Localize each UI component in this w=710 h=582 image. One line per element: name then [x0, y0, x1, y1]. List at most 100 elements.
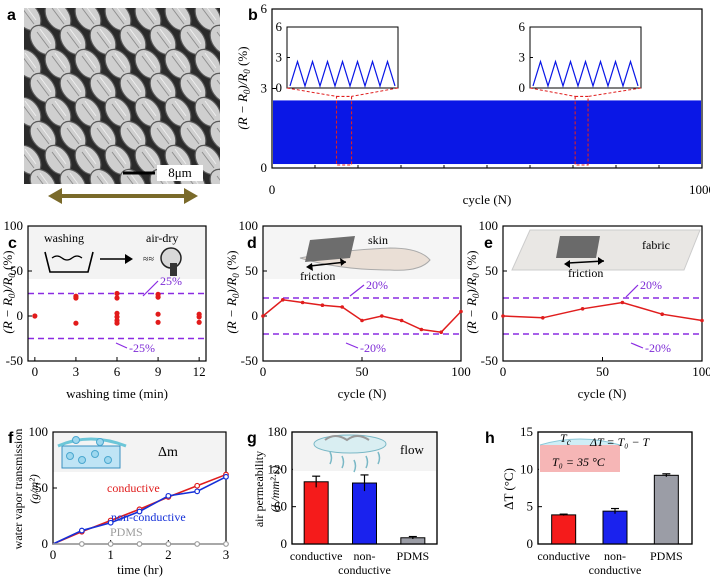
data-point: [580, 307, 585, 311]
fiber-line: [24, 57, 35, 73]
y-tick-label: 100: [29, 424, 49, 439]
fiber-line: [54, 100, 67, 117]
stretch-arrow-head-left: [48, 188, 62, 204]
data-point: [78, 527, 85, 534]
inset-label-friction: friction: [300, 269, 335, 283]
data-point: [194, 488, 201, 495]
category-label: conductive: [290, 549, 343, 563]
data-point: [136, 508, 143, 515]
fiber-line: [81, 8, 95, 25]
yarn-loop: [59, 168, 87, 184]
cyclic-response-band: [273, 100, 701, 165]
fiber-line: [126, 175, 134, 184]
category-label: conductive: [589, 563, 642, 577]
airflow-icon: [377, 451, 381, 465]
airflow-icon: [353, 459, 357, 473]
fiber-line: [216, 175, 220, 181]
panel-a: a 8μm: [7, 7, 220, 204]
y-tick-label: 10: [520, 461, 533, 476]
airflow-icon: [329, 451, 333, 465]
tolerance-label: 20%: [640, 278, 662, 292]
fiber-line: [36, 175, 44, 184]
fiber-line: [56, 8, 67, 21]
data-point: [261, 314, 265, 318]
fiber-line: [24, 148, 37, 165]
y-axis-label: (R − R0)/R0 (%): [224, 250, 241, 333]
y-tick-label: 0: [252, 308, 259, 323]
friction-arrow-head: [598, 257, 604, 265]
tolerance-arrow: [630, 342, 644, 349]
x-tick-label: 1: [107, 547, 114, 562]
data-point: [300, 300, 305, 305]
y-tick-label: 50: [10, 263, 23, 278]
bar: [653, 474, 679, 545]
yarn-loop: [119, 168, 147, 184]
data-point: [165, 492, 172, 499]
data-point: [107, 541, 114, 547]
fiber-line: [174, 100, 187, 117]
fiber-line: [219, 125, 220, 126]
friction-arrow-head: [306, 263, 313, 271]
y-tick-label: 0: [492, 308, 499, 323]
washing-basin-icon: [44, 251, 94, 273]
y-tick-label: 180: [268, 424, 288, 439]
fiber-line: [219, 173, 220, 174]
fiber-line: [69, 124, 82, 141]
fiber-line: [96, 79, 110, 97]
inset-label-mass-change: Δm: [158, 445, 178, 460]
yarn-loop: [209, 24, 220, 56]
tolerance-arrow: [345, 342, 359, 349]
sensor-patch-illustration: [305, 236, 355, 262]
tolerance-label: 20%: [366, 278, 388, 292]
inset-plot: 0 3 6: [519, 19, 642, 95]
fiber-line: [216, 31, 220, 37]
y-tick-label: 60: [274, 499, 287, 514]
fiber-line: [201, 151, 215, 169]
x-axis-label: time (hr): [117, 562, 163, 577]
panel-label-f: f: [8, 430, 14, 447]
data-point: [114, 310, 120, 316]
panel-f: f Δm 0 50 100 0 1 2 3 conductive non-conductivePDM…: [8, 424, 229, 577]
fiber-line: [186, 31, 200, 49]
y-tick-label: -50: [6, 353, 23, 368]
panel-label-d: d: [247, 235, 257, 252]
bar: [303, 481, 329, 545]
y-tick-label: -50: [241, 353, 258, 368]
category-label: conductive: [338, 563, 391, 577]
y-tick-label: 3: [261, 81, 268, 96]
y-axis-label: (R − R0)/R0 (%): [464, 250, 481, 333]
y-tick-label: 15: [520, 424, 533, 439]
fiber-line: [144, 148, 157, 165]
fiber-line: [39, 172, 49, 184]
y-tick-label: 50: [35, 480, 48, 495]
y-axis-label: air permeability: [252, 451, 266, 527]
fiber-line: [146, 8, 157, 21]
inset-label-air-dry: air-dry: [146, 231, 178, 245]
inset-label-fabric: fabric: [642, 238, 670, 252]
fiber-line: [129, 124, 142, 141]
fiber-line: [171, 103, 185, 121]
fiber-line: [69, 172, 79, 184]
data-point: [223, 541, 229, 547]
panel-label-h: h: [485, 430, 495, 447]
fiber-line: [216, 127, 220, 133]
inset-label-delta-t: ΔT = T₀ − T: [589, 435, 651, 449]
y-axis-unit: (g/m²): [27, 474, 41, 504]
fiber-line: [51, 103, 65, 121]
panel-c: c -50 0 50 100 0 3 6 9 12 washing air-dry ≈≈ washing …: [0, 218, 207, 401]
fiber-line: [144, 100, 157, 117]
y-tick-label: 50: [245, 263, 258, 278]
friction-arrow-head: [564, 260, 570, 268]
data-point: [155, 319, 161, 325]
arrow-head-icon: [125, 254, 133, 264]
fiber-line: [24, 100, 37, 117]
y-tick-label: 120: [268, 461, 288, 476]
data-point: [620, 300, 625, 305]
water-droplet-icon: [104, 456, 112, 464]
data-point: [541, 316, 545, 320]
fiber-line: [84, 148, 97, 165]
fiber-line: [51, 8, 65, 25]
water-droplet-icon: [96, 438, 104, 446]
